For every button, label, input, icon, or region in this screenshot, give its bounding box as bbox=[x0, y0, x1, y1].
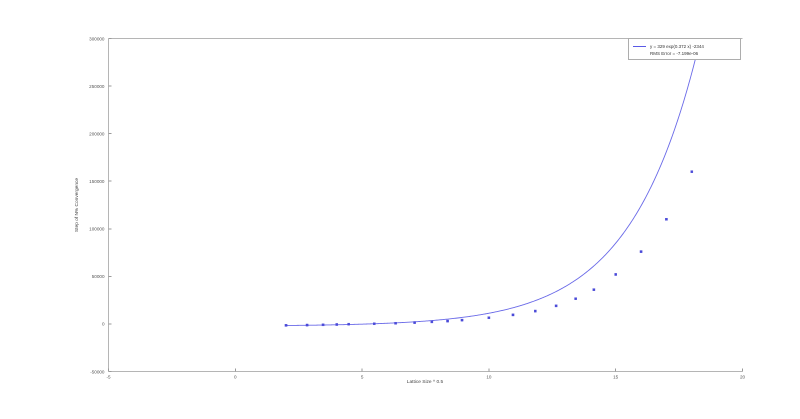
x-tick-label: 15 bbox=[613, 375, 619, 380]
x-tick-label: 0 bbox=[234, 375, 237, 380]
y-tick-label: 0 bbox=[102, 322, 105, 327]
data-points-group bbox=[284, 170, 694, 327]
data-point-marker bbox=[614, 273, 617, 276]
data-point-marker bbox=[574, 297, 577, 300]
data-point-marker bbox=[665, 217, 668, 221]
x-tick-label: -5 bbox=[106, 375, 111, 380]
y-tick-label: 100000 bbox=[89, 227, 105, 232]
data-point-marker bbox=[335, 323, 339, 326]
data-point-marker bbox=[305, 323, 309, 327]
legend-background bbox=[628, 38, 741, 60]
legend[interactable]: y = 329 exp(0.372 x) -2344 RMS Error = -… bbox=[628, 38, 741, 60]
data-point-marker bbox=[690, 170, 694, 173]
legend-entry-rms-error: RMS Error = -7.199e-06 bbox=[650, 51, 699, 56]
data-point-marker bbox=[430, 320, 434, 324]
data-point-marker bbox=[534, 309, 537, 313]
data-point-marker bbox=[446, 319, 449, 323]
y-tick-label: 300000 bbox=[89, 36, 105, 41]
data-point-marker bbox=[284, 324, 288, 327]
data-point-marker bbox=[639, 250, 643, 253]
fit-curve-line bbox=[286, 42, 700, 326]
x-tick-label: 20 bbox=[740, 375, 746, 380]
data-point-marker bbox=[511, 313, 515, 317]
y-tick-label: 200000 bbox=[89, 131, 105, 136]
y-axis-ticks: -50000 0 50000 100000 150000 200000 250000 3000… bbox=[89, 36, 112, 374]
data-point-marker bbox=[347, 322, 350, 326]
x-tick-label: 10 bbox=[486, 375, 492, 380]
data-point-marker bbox=[394, 321, 397, 325]
data-point-marker bbox=[372, 322, 376, 326]
data-point-marker bbox=[413, 321, 416, 324]
x-tick-label: 5 bbox=[361, 375, 364, 380]
axes-frame bbox=[107, 37, 743, 373]
legend-entry-equation: y = 329 exp(0.372 x) -2344 bbox=[650, 44, 704, 49]
y-tick-label: 150000 bbox=[89, 179, 105, 184]
y-axis-title: Step of N% Convergence bbox=[74, 178, 80, 232]
data-point-marker bbox=[321, 323, 325, 327]
data-point-marker bbox=[460, 318, 464, 322]
y-tick-label: 50000 bbox=[92, 274, 105, 279]
data-point-marker bbox=[592, 288, 596, 291]
x-axis-ticks: -5 0 5 10 15 20 bbox=[106, 368, 746, 380]
data-point-marker bbox=[554, 304, 558, 308]
data-point-marker bbox=[487, 316, 491, 320]
y-tick-label: 250000 bbox=[89, 84, 105, 89]
y-tick-label: -50000 bbox=[90, 369, 105, 374]
x-axis-title: Lattice Size ^ 0.5 bbox=[407, 379, 444, 385]
